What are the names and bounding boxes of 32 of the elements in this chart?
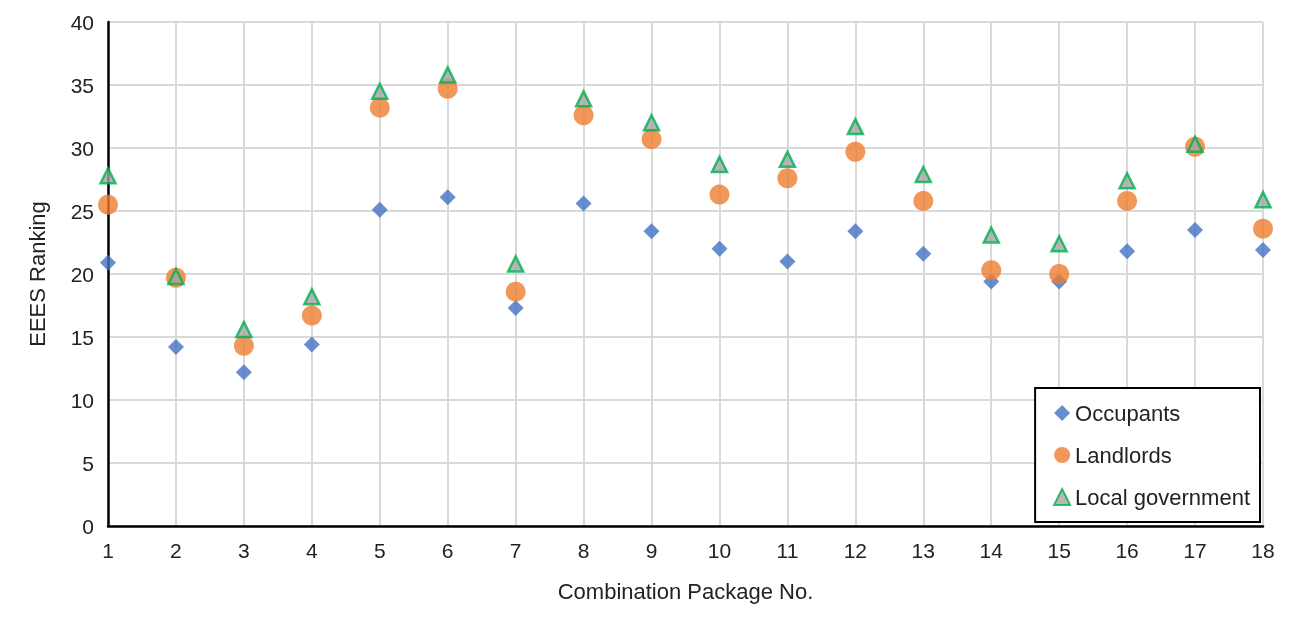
x-tick-label: 9 [645,539,658,562]
x-tick-label: 13 [911,539,935,562]
y-tick-label: 25 [70,199,94,223]
legend-label: Local government [1075,484,1251,510]
y-tick-label: 10 [70,388,94,412]
y-axis-title: EEES Ranking [24,201,50,347]
x-tick-label: 7 [509,539,522,562]
y-tick-label: 0 [82,514,94,538]
x-tick-label: 11 [776,539,799,562]
x-axis-title: Combination Package No. [557,578,814,604]
x-tick-label: 15 [1047,539,1071,562]
y-tick-label: 35 [70,73,94,97]
x-tick-label: 1 [102,539,114,562]
y-tick-label: 5 [82,451,94,475]
x-tick-label: 16 [1115,539,1139,562]
legend-label: Occupants [1075,400,1181,426]
x-tick-label: 3 [238,539,250,562]
x-tick-label: 12 [843,539,868,562]
x-tick-label: 18 [1251,539,1275,562]
y-tick-label: 30 [70,136,94,160]
y-tick-label: 40 [70,10,94,34]
x-tick-label: 8 [577,539,590,562]
x-tick-label: 14 [979,539,1004,562]
x-tick-label: 5 [373,539,386,562]
legend-label: Landlords [1075,442,1172,468]
y-tick-label: 20 [70,262,94,286]
x-tick-label: 17 [1183,539,1207,562]
x-tick-label: 6 [441,539,454,562]
x-tick-label: 10 [707,539,732,562]
x-tick-label: 2 [170,539,182,562]
x-tick-label: 4 [305,539,318,562]
y-tick-label: 15 [70,325,94,349]
